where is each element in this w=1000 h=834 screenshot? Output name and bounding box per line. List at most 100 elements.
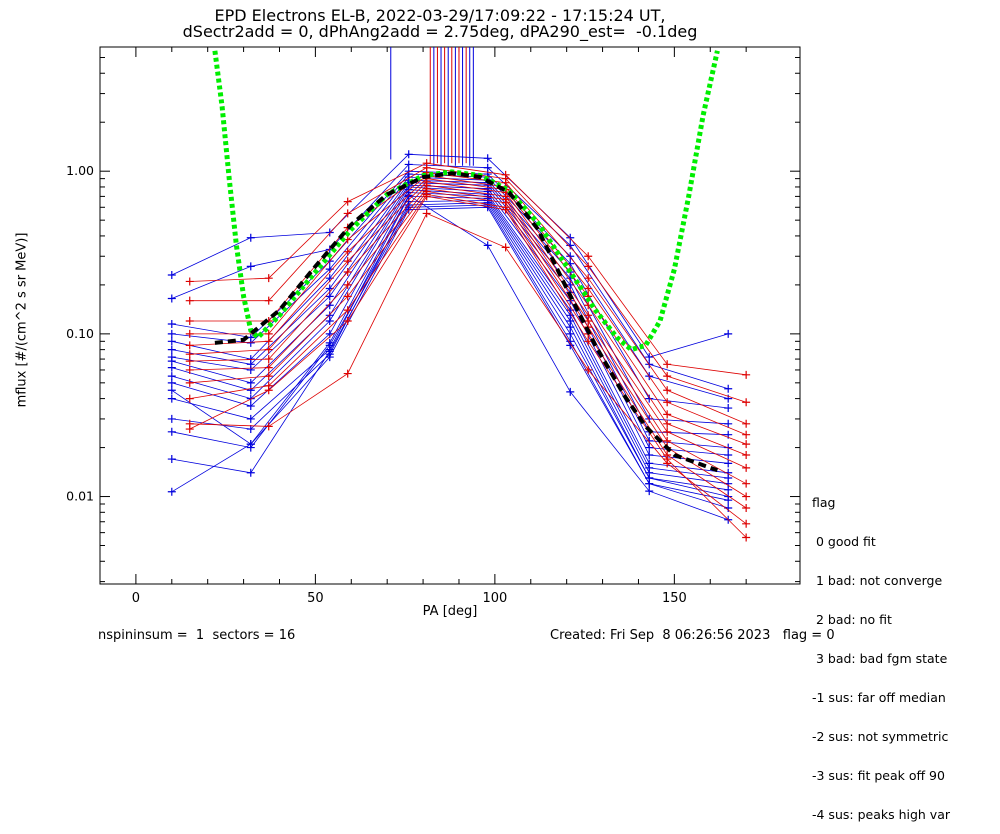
data-point-blue [645,394,654,403]
data-point-blue [246,468,255,477]
data-point-blue [167,363,176,372]
data-point-blue [724,496,733,505]
data-point-blue [645,353,654,362]
spike-lines [390,47,474,166]
data-point-blue [483,154,492,163]
data-point-red [264,363,273,372]
data-point-blue [246,233,255,242]
data-point-blue [645,443,654,452]
series-line-red [189,162,747,376]
data-point-red [663,455,672,464]
y-tick-label: 0.01 [66,489,94,504]
data-point-red [343,209,352,218]
series-line-blue [171,170,729,399]
chart-title: EPD Electrons EL-B, 2022-03-29/17:09:22 … [214,6,666,25]
data-point-blue [246,365,255,374]
data-point-blue [566,329,575,338]
data-point-blue [167,345,176,354]
data-point-red [343,306,352,315]
data-point-blue [167,372,176,381]
data-point-blue [246,394,255,403]
data-point-red [742,519,751,528]
data-point-blue [724,404,733,413]
plot-canvas: 0 50 100 150 0.01 0.10 1.00 [66,46,801,606]
data-point-blue [167,319,176,328]
data-point-red [343,197,352,206]
data-point-red [264,274,273,283]
data-point-blue [566,241,575,250]
series-group [167,50,751,542]
data-point-red [742,463,751,472]
data-point-red [185,378,194,387]
series-line-red [189,178,747,445]
data-point-blue [566,387,575,396]
legend-title: flag [812,495,836,510]
data-point-blue [167,294,176,303]
legend-entry: -4 sus: peaks high var [812,807,951,822]
median-curve-black [214,171,719,473]
data-point-blue [167,378,176,387]
data-point-blue [246,378,255,387]
data-point-blue [246,386,255,395]
data-point-blue [167,414,176,423]
series-line-blue [171,186,729,464]
data-point-red [742,419,751,428]
y-tick-label: 1.00 [66,163,94,178]
data-point-red [343,268,352,277]
data-point-blue [724,384,733,393]
legend-entry: -2 sus: not symmetric [812,729,949,744]
series-line-blue [171,189,729,474]
series-line-blue [171,184,729,456]
data-point-red [742,504,751,513]
plot-frame [99,46,801,585]
data-point-blue [724,451,733,460]
data-point-blue [483,241,492,250]
data-point-red [742,370,751,379]
data-point-red [343,316,352,325]
chart-subtitle: dSectr2add = 0, dPhAng2add = 2.75deg, dP… [182,22,698,41]
data-point-red [663,419,672,428]
data-point-red [584,365,593,374]
data-point-red [584,262,593,271]
data-point-blue [246,425,255,434]
series-line-blue [171,182,729,448]
data-point-blue [325,292,334,301]
series-line-red [189,193,747,509]
data-point-red [584,337,593,346]
data-point-blue [167,337,176,346]
data-point-blue [167,487,176,496]
data-point-red [663,436,672,445]
data-point-blue [404,160,413,169]
data-point-blue [645,451,654,460]
data-point-red [663,427,672,436]
data-point-blue [325,228,334,237]
footer-right: Created: Fri Sep 8 06:26:56 2023 flag = … [550,628,835,643]
data-point-red [663,360,672,369]
series-line-blue [171,195,729,485]
plot-axes [99,46,801,585]
data-point-red [185,394,194,403]
data-point-blue [246,414,255,423]
legend-entry: 2 bad: no fit [812,612,892,627]
data-point-red [343,369,352,378]
data-point-red [185,341,194,350]
x-tick-label: 50 [307,591,324,606]
series-line-red [189,181,747,456]
data-point-red [264,329,273,338]
legend-entry: 3 bad: bad fgm state [812,651,948,666]
data-point-red [264,337,273,346]
series-line-blue [171,194,729,521]
data-point-blue [404,150,413,159]
data-point-blue [167,394,176,403]
data-point-blue [246,402,255,411]
data-point-blue [566,252,575,261]
series-line-red [189,195,747,538]
data-point-red [185,329,194,338]
data-point-blue [645,436,654,445]
data-point-red [742,398,751,407]
data-point-blue [325,316,334,325]
legend-entry: -1 sus: far off median [812,690,946,705]
data-point-blue [724,485,733,494]
series-line-red [189,188,747,485]
y-tick-label: 0.10 [66,326,94,341]
